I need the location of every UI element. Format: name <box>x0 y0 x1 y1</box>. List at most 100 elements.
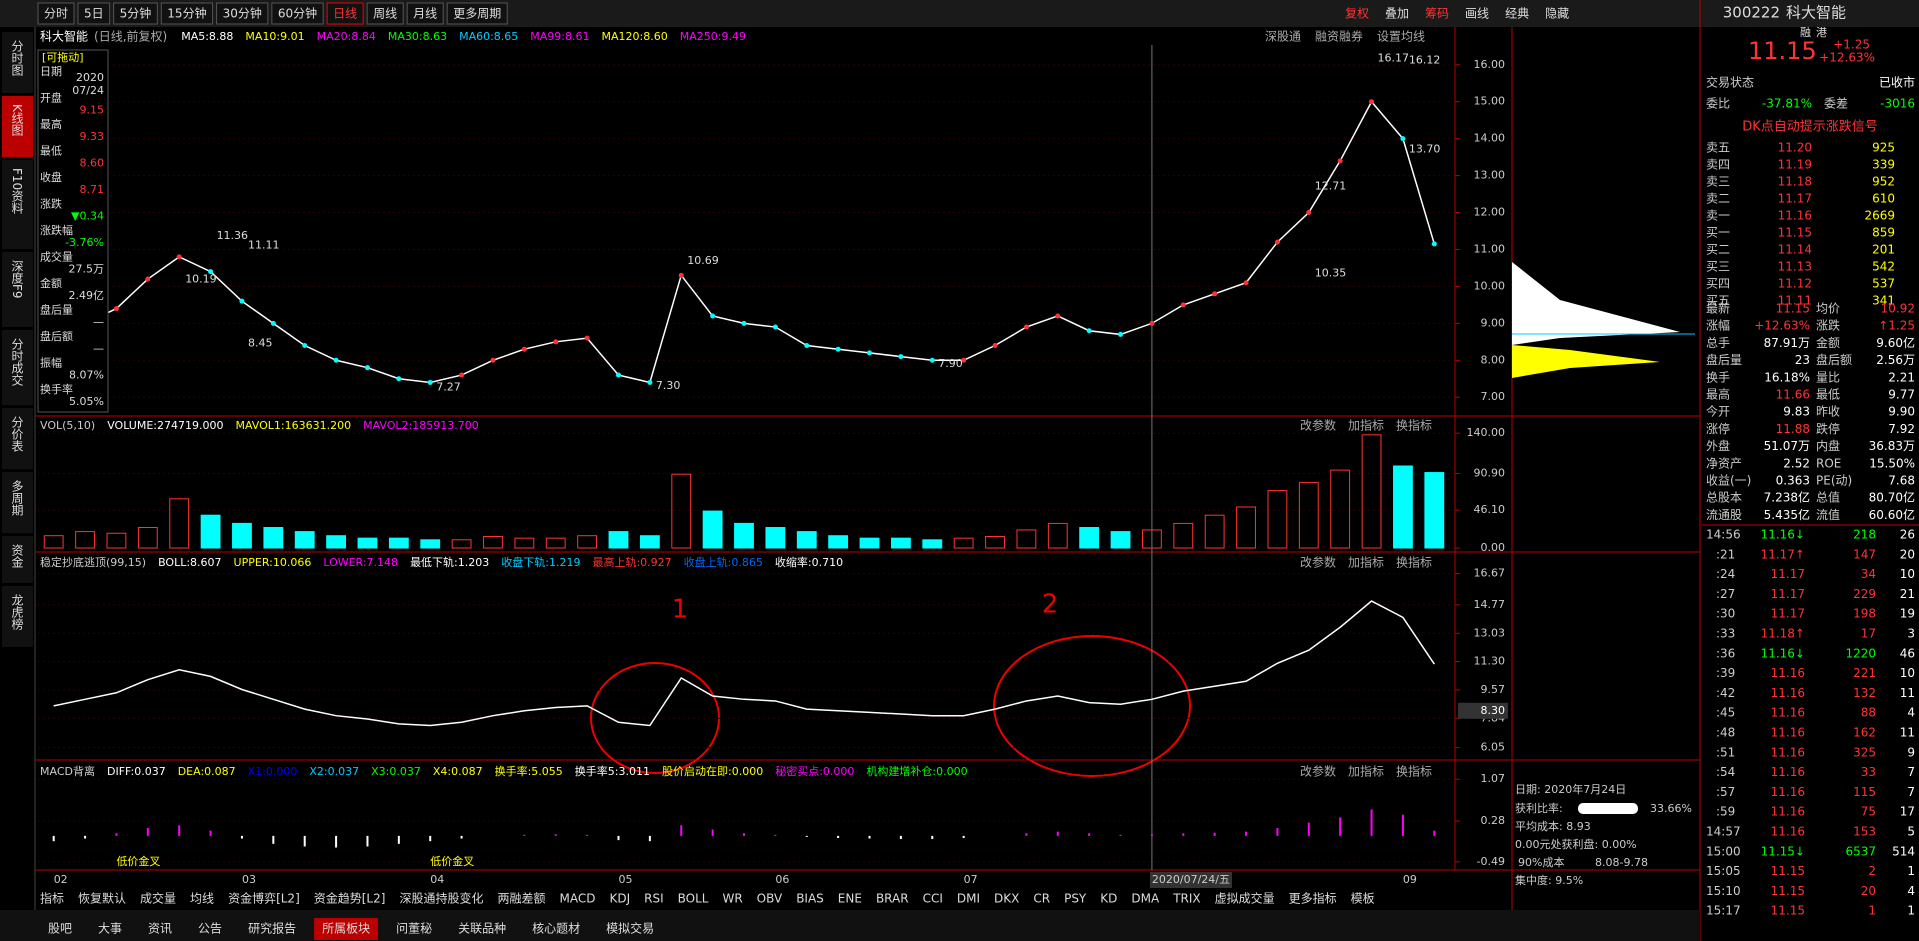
indicator-tab[interactable]: 资金博弈[L2] <box>228 891 300 906</box>
price-point <box>1400 136 1406 142</box>
side-tab[interactable]: K线图 <box>10 104 24 136</box>
tab-frame <box>160 2 214 25</box>
info-value: 9.15 <box>80 104 105 117</box>
indicator-tab[interactable]: KD <box>1100 892 1117 906</box>
panel-link[interactable]: 换指标 <box>1396 555 1432 570</box>
label: 外盘 <box>1706 438 1730 453</box>
side-tab[interactable]: 多周期 <box>10 480 24 516</box>
signal-link[interactable]: DK点自动提示涨跌信号 <box>1742 119 1878 135</box>
panel-link[interactable]: 改参数 <box>1300 764 1336 779</box>
bottom-tab[interactable]: 公告 <box>198 922 222 936</box>
bottom-tab[interactable]: 模拟交易 <box>606 921 654 936</box>
bottom-tab[interactable]: 关联品种 <box>458 922 506 936</box>
indicator-tab[interactable]: OBV <box>757 892 783 906</box>
side-tab[interactable]: 龙虎榜 <box>10 594 24 631</box>
bottom-tab[interactable]: 资讯 <box>148 922 172 936</box>
side-tab[interactable]: F10资料 <box>10 168 24 214</box>
indicator-tab[interactable]: 深股通持股变化 <box>399 891 483 906</box>
bottom-tab[interactable]: 大事 <box>98 922 122 936</box>
label: 11.16 <box>1778 209 1812 223</box>
panel-link[interactable]: 换指标 <box>1396 764 1432 779</box>
tool-button[interactable]: 筹码 <box>1425 7 1449 21</box>
chart-link[interactable]: 深股通 <box>1265 30 1301 44</box>
indicator-tab[interactable]: TRIX <box>1172 892 1200 906</box>
side-tab[interactable]: 分价表 <box>10 416 24 452</box>
indicator-tab[interactable]: KDJ <box>609 892 630 906</box>
period-tab[interactable]: 日线 <box>333 7 357 21</box>
indicator-tab[interactable]: ENE <box>838 892 862 906</box>
bottom-tab[interactable]: 核心题材 <box>532 922 580 936</box>
indicator-tab[interactable]: BRAR <box>876 892 909 906</box>
period-tab[interactable]: 分时 <box>44 7 68 21</box>
bottom-tab[interactable]: 问董秘 <box>396 922 432 936</box>
indicator-tab[interactable]: 资金趋势[L2] <box>314 891 386 906</box>
period-tab[interactable]: 周线 <box>373 7 397 21</box>
indicator-tab[interactable]: 指标 <box>40 891 64 906</box>
panel-link[interactable]: 改参数 <box>1300 418 1336 433</box>
period-tab[interactable]: 30分钟 <box>223 6 262 21</box>
tool-button[interactable]: 叠加 <box>1385 7 1409 21</box>
label: 跌停 <box>1816 421 1840 436</box>
indicator-tab[interactable]: BOLL <box>678 892 709 906</box>
panel-link[interactable]: 换指标 <box>1396 418 1432 433</box>
label: 9 <box>1907 745 1915 759</box>
cost-select[interactable]: 90%成本 <box>1518 855 1564 869</box>
tool-button[interactable]: 画线 <box>1465 7 1489 21</box>
bottom-tab[interactable]: 研究报告 <box>248 921 296 936</box>
price-point <box>992 343 998 349</box>
side-tab[interactable]: 深度F9 <box>10 260 24 299</box>
indicator-tab[interactable]: CCI <box>923 892 943 906</box>
period-tab[interactable]: 月线 <box>413 7 437 21</box>
period-tab[interactable]: 60分钟 <box>278 6 317 21</box>
chart-link[interactable]: 设置均线 <box>1377 30 1425 44</box>
bottom-tab[interactable]: 股吧 <box>48 922 72 936</box>
panel-link[interactable]: 改参数 <box>1300 555 1336 570</box>
period-tab[interactable]: 5分钟 <box>120 6 152 21</box>
price-point <box>898 354 904 360</box>
label: -3016 <box>1880 97 1915 111</box>
indicator-tab[interactable]: 均线 <box>190 892 214 906</box>
tool-button[interactable]: 隐藏 <box>1545 7 1569 21</box>
side-tab-bg <box>2 252 33 327</box>
indicator-tab[interactable]: 虚拟成交量 <box>1215 891 1275 906</box>
indicator-tab[interactable]: BIAS <box>796 892 824 906</box>
info-value: 5.05% <box>69 395 104 408</box>
indicator-tab[interactable]: DMI <box>957 892 980 906</box>
chart-link[interactable]: 融资融券 <box>1315 29 1363 44</box>
side-tab[interactable]: 资金 <box>10 544 24 568</box>
indicator-tab[interactable]: CR <box>1033 892 1050 906</box>
period-tab[interactable]: 更多周期 <box>453 7 501 21</box>
indicator-tab[interactable]: 成交量 <box>140 891 176 906</box>
macd-bar <box>1056 831 1059 836</box>
label: 最低 <box>1816 388 1840 402</box>
label: :27 <box>1716 587 1735 601</box>
volume-bar <box>106 532 127 549</box>
label: 19 <box>1900 607 1915 621</box>
indicator-legend: DIFF:0.037 <box>107 765 166 778</box>
indicator-tab[interactable]: 模板 <box>1351 892 1375 906</box>
tool-button[interactable]: 复权 <box>1345 7 1369 21</box>
indicator-tab[interactable]: RSI <box>644 892 664 906</box>
indicator-tab[interactable]: PSY <box>1064 892 1087 906</box>
label: 9.60亿 <box>1876 335 1915 350</box>
indicator-tab[interactable]: 两融差额 <box>497 892 545 906</box>
side-tab[interactable]: 分时成交 <box>10 338 24 387</box>
bottom-tab[interactable]: 所属板块 <box>322 922 370 936</box>
side-tab[interactable]: 分时图 <box>10 40 24 76</box>
volume-bar <box>1330 469 1351 549</box>
panel-link[interactable]: 加指标 <box>1348 764 1384 779</box>
panel-link[interactable]: 加指标 <box>1348 418 1384 433</box>
panel-link[interactable]: 加指标 <box>1348 555 1384 570</box>
label: 11.18↑ <box>1761 627 1805 641</box>
indicator-tab[interactable]: DKX <box>994 892 1019 906</box>
indicator-tab[interactable]: DMA <box>1131 892 1160 906</box>
macd-bar <box>586 834 589 836</box>
indicator-tab[interactable]: MACD <box>559 892 595 906</box>
tool-button[interactable]: 经典 <box>1505 7 1529 21</box>
indicator-tab[interactable]: 恢复默认 <box>78 891 126 906</box>
indicator-tab[interactable]: WR <box>722 892 742 906</box>
period-tab[interactable]: 5日 <box>84 7 104 21</box>
indicator-tab[interactable]: 更多指标 <box>1289 891 1337 906</box>
period-tab[interactable]: 15分钟 <box>167 6 206 21</box>
